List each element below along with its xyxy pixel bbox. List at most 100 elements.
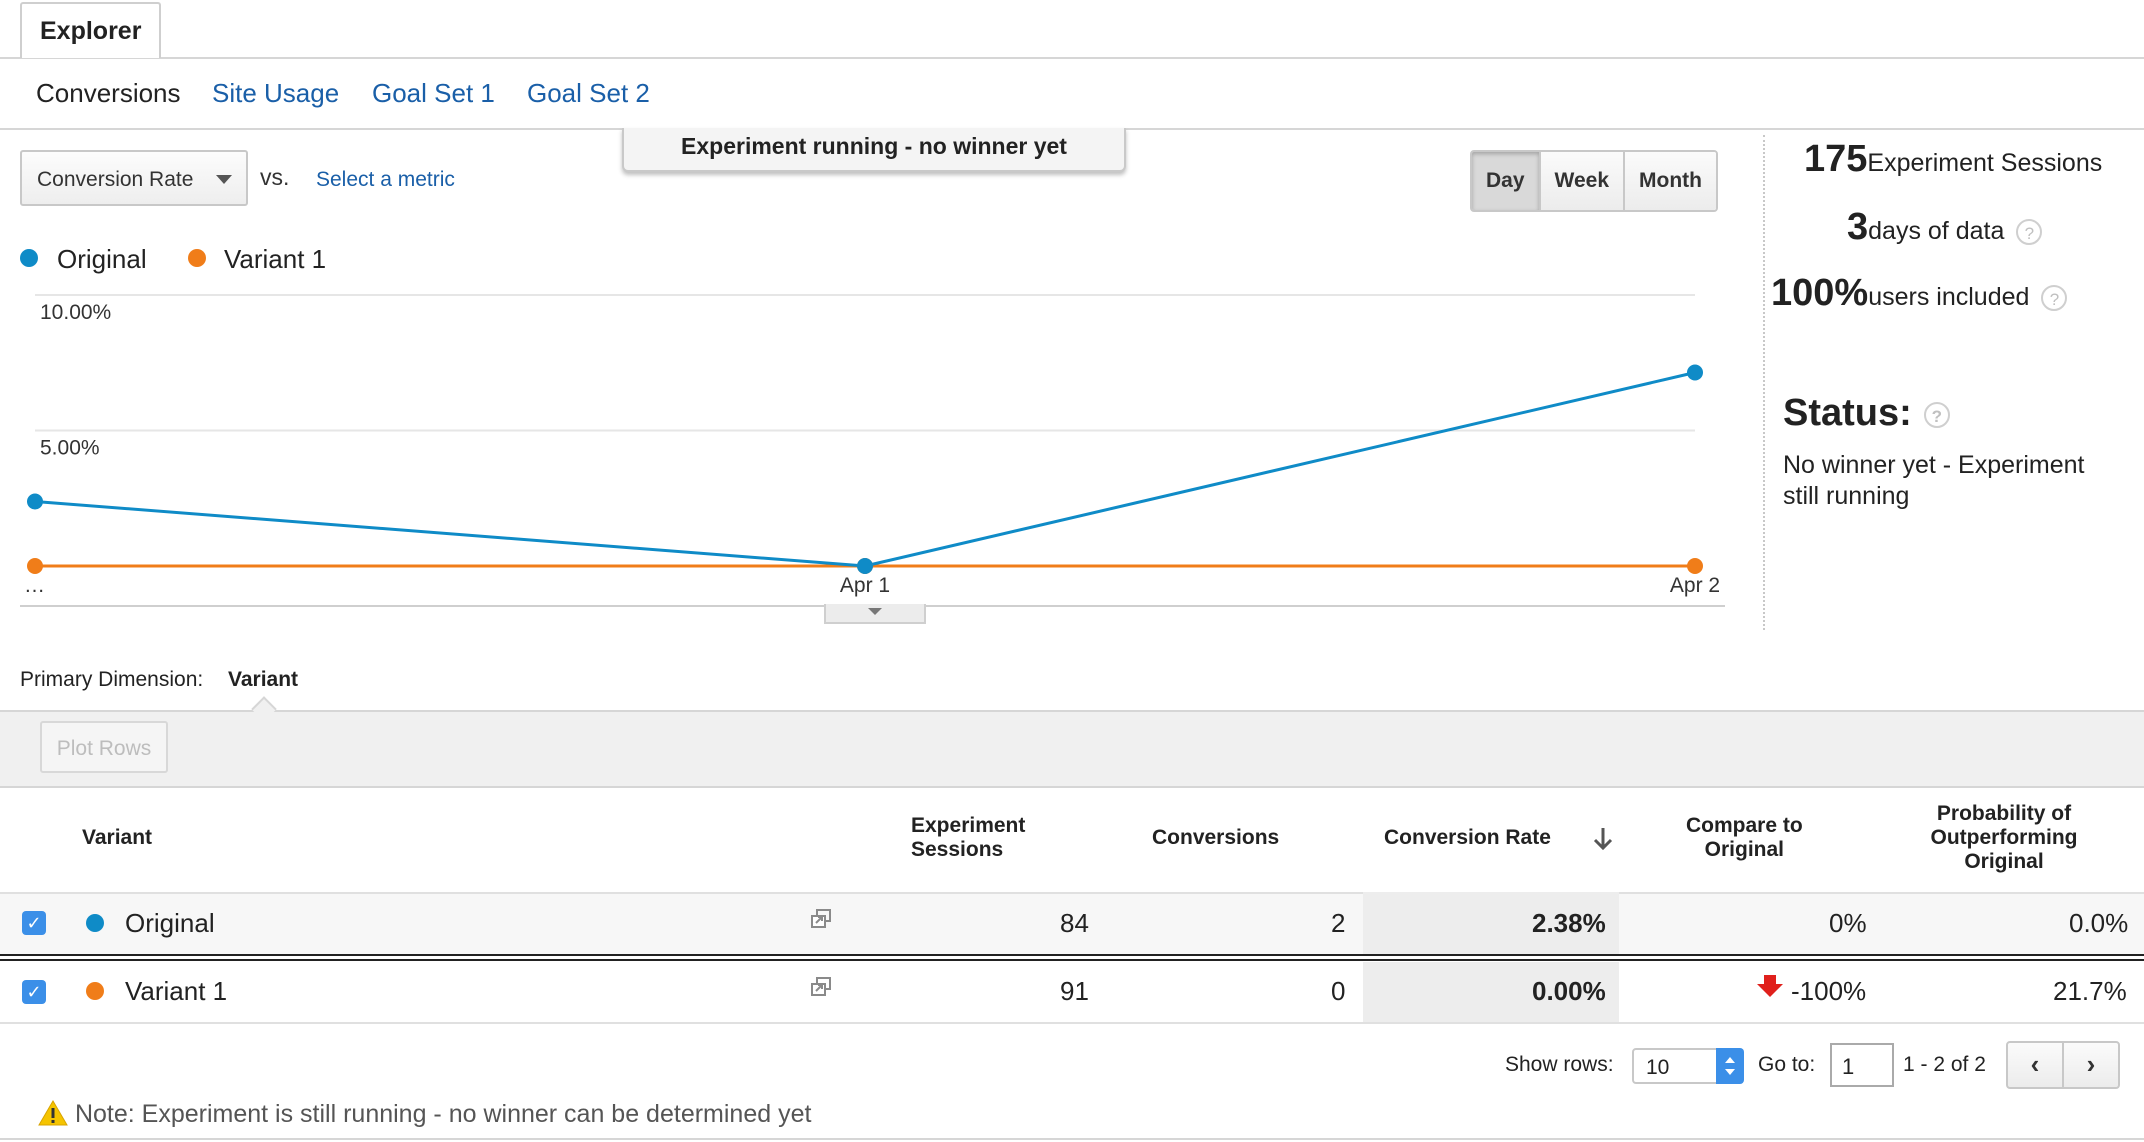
x-tick-label: Apr 2 — [1670, 574, 1720, 597]
column-header-compare[interactable]: Compare to Original — [1686, 814, 1803, 862]
sort-descending-icon — [1593, 828, 1613, 851]
sessions-value: 84 — [1060, 908, 1089, 938]
subtab-conversions[interactable]: Conversions — [36, 78, 181, 108]
compare-value: -100% — [1791, 976, 1867, 1006]
help-icon[interactable]: ? — [1923, 401, 1950, 428]
conversion-rate-value: 2.38% — [1532, 908, 1606, 938]
primary-dimension-label: Primary Dimension: — [20, 668, 204, 691]
column-header-conversions[interactable]: Conversions — [1152, 826, 1280, 849]
note-text: Note: Experiment is still running - no w… — [74, 1100, 812, 1128]
metric-dropdown-value: Conversion Rate — [37, 168, 194, 191]
plot-rows-button[interactable]: Plot Rows — [40, 721, 168, 773]
column-header-compare-line2: Original — [1704, 838, 1785, 861]
updown-icon — [1725, 1057, 1735, 1075]
table-row — [0, 962, 2144, 1024]
row-checkbox[interactable]: ✓ — [22, 980, 46, 1004]
sorted-column-cell — [1363, 962, 1619, 1022]
y-tick-label: 10.00% — [40, 301, 111, 324]
stat-days: 3days of data? — [1847, 206, 2043, 249]
variant-name[interactable]: Variant 1 — [125, 976, 228, 1006]
column-header-probability-line1: Probability of — [1936, 802, 2072, 825]
sorted-column-cell — [1363, 892, 1619, 954]
experiment-status-banner: Experiment running - no winner yet — [622, 128, 1126, 172]
day-button[interactable]: Day — [1472, 152, 1539, 210]
row-divider — [0, 954, 2144, 961]
down-arrow-icon — [1757, 975, 1783, 997]
popout-icon[interactable] — [810, 908, 832, 930]
legend-original-dot — [20, 249, 38, 267]
stat-users-value: 100% — [1771, 272, 1869, 314]
column-header-probability[interactable]: Probability of Outperforming Original — [1929, 802, 2079, 874]
column-header-conversion-rate[interactable]: Conversion Rate — [1384, 826, 1613, 851]
conversion-rate-value: 0.00% — [1532, 976, 1606, 1006]
column-header-probability-line2: Outperforming — [1930, 826, 2078, 849]
popout-icon[interactable] — [810, 976, 832, 998]
page-range: 1 - 2 of 2 — [1903, 1053, 1986, 1076]
stat-sessions-label: Experiment Sessions — [1867, 149, 2103, 177]
column-header-variant[interactable]: Variant — [82, 826, 153, 849]
variant-color-dot — [86, 914, 104, 932]
x-tick-label: … — [24, 574, 45, 597]
conversions-value: 0 — [1331, 976, 1346, 1006]
probability-value: 21.7% — [2053, 976, 2127, 1006]
column-header-sessions-line1: Experiment — [911, 814, 1026, 837]
column-header-probability-line3: Original — [1964, 850, 2044, 873]
help-icon[interactable]: ? — [2016, 219, 2043, 246]
data-point-original[interactable] — [1687, 364, 1703, 381]
next-page-button[interactable]: › — [2062, 1043, 2118, 1087]
column-header-sessions-line2: Sessions — [911, 838, 1004, 861]
column-header-conversion-rate-label: Conversion Rate — [1384, 826, 1551, 849]
previous-page-button[interactable]: ‹ — [2030, 1049, 2040, 1079]
period-toggle-group: Day Week Month — [1470, 150, 1718, 212]
data-point-original[interactable] — [27, 493, 43, 510]
table-row — [0, 892, 2144, 956]
stat-users: 100%users included? — [1771, 272, 2068, 315]
chart-collapse-handle[interactable] — [824, 604, 926, 624]
sessions-value: 91 — [1060, 976, 1089, 1006]
page-bottom-border — [0, 1138, 2144, 1140]
week-button[interactable]: Week — [1538, 152, 1624, 210]
y-tick-label: 5.00% — [40, 437, 100, 460]
tab-explorer[interactable]: Explorer — [20, 2, 162, 58]
primary-dimension-variant[interactable]: Variant — [228, 668, 299, 691]
metric-dropdown[interactable]: Conversion Rate — [20, 150, 248, 206]
go-to-input[interactable]: 1 — [1830, 1043, 1894, 1087]
legend-variant-1-label: Variant 1 — [224, 244, 327, 274]
row-checkbox[interactable]: ✓ — [22, 911, 46, 935]
data-point-variant-1[interactable] — [27, 558, 43, 574]
variant-name[interactable]: Original — [125, 908, 215, 938]
column-header-sessions[interactable]: Experiment Sessions — [911, 814, 1025, 862]
status-title-text: Status: — [1783, 392, 1912, 434]
chevron-down-icon — [216, 175, 232, 184]
data-point-variant-1[interactable] — [1687, 558, 1703, 574]
subtab-goal-set-2[interactable]: Goal Set 2 — [527, 78, 650, 108]
stat-days-label: days of data — [1868, 217, 2005, 245]
pager: ‹ › — [2006, 1041, 2120, 1089]
stat-users-label: users included — [1868, 283, 2030, 311]
month-button[interactable]: Month — [1623, 152, 1716, 210]
status-title: Status:? — [1783, 392, 1950, 435]
series-line-original — [34, 371, 1696, 568]
select-metric-link[interactable]: Select a metric — [316, 168, 455, 191]
subtab-site-usage[interactable]: Site Usage — [212, 78, 340, 108]
subtab-goal-set-1[interactable]: Goal Set 1 — [372, 78, 495, 108]
report-subtabs: Conversions Site Usage Goal Set 1 Goal S… — [0, 58, 2144, 130]
variant-color-dot — [86, 982, 104, 1000]
conversion-rate-chart: 10.00% 5.00% … Apr 1 Apr 2 — [20, 294, 1725, 607]
data-point-original[interactable] — [857, 558, 873, 574]
conversions-value: 2 — [1331, 908, 1346, 938]
column-header-compare-line1: Compare to — [1686, 814, 1803, 837]
compare-value: 0% — [1829, 908, 1867, 938]
chevron-down-icon — [868, 608, 882, 615]
experiment-note: Note: Experiment is still running - no w… — [38, 1100, 811, 1129]
legend-original-label: Original — [57, 244, 147, 274]
vs-label: vs. — [260, 164, 290, 190]
x-tick-label: Apr 1 — [840, 574, 890, 597]
table-toolbar — [0, 710, 2144, 788]
stat-sessions: 175Experiment Sessions — [1804, 138, 2102, 181]
show-rows-label: Show rows: — [1505, 1053, 1614, 1076]
tab-strip — [0, 0, 2144, 59]
probability-value: 0.0% — [2069, 908, 2129, 938]
rows-spinner[interactable] — [1716, 1048, 1744, 1084]
help-icon[interactable]: ? — [2041, 285, 2068, 312]
